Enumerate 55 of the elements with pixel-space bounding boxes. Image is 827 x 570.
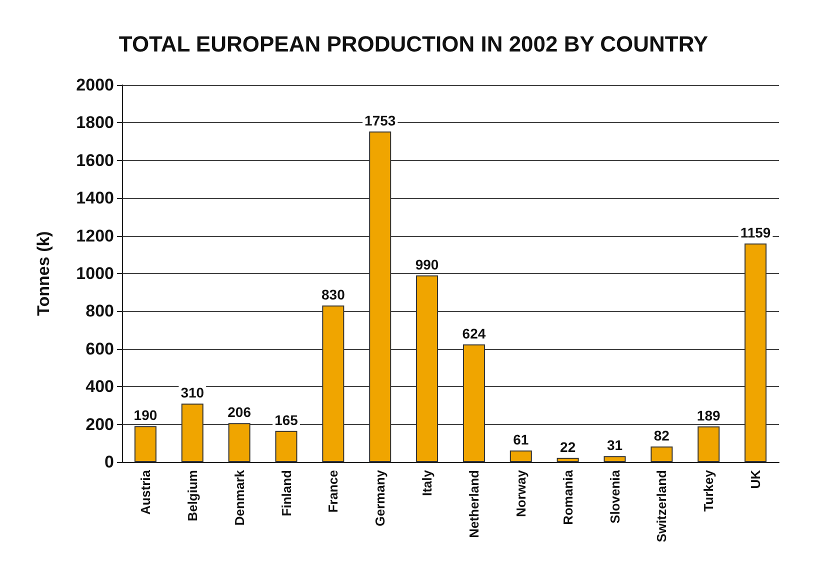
y-tick-label: 1800	[76, 113, 114, 132]
x-tick-label: UK	[748, 469, 764, 489]
data-label: 190	[134, 407, 158, 424]
y-tick-label: 400	[86, 377, 114, 396]
y-tick-label: 0	[104, 452, 114, 472]
bar	[228, 423, 250, 462]
bar	[510, 450, 532, 462]
bar	[322, 306, 344, 462]
x-tick-label: Slovenia	[607, 469, 622, 524]
data-label: 31	[606, 437, 623, 454]
bar	[181, 404, 204, 462]
x-tick-label: Netherland	[466, 470, 482, 538]
y-tick-label: 600	[86, 339, 114, 358]
x-tick-label: Italy	[420, 469, 435, 496]
bar	[275, 430, 298, 462]
bar	[462, 344, 485, 462]
y-axis-title: Tonnes (k)	[34, 231, 53, 316]
x-tick-label: Austria	[138, 469, 153, 515]
data-label: 206	[228, 404, 252, 420]
data-label: 1753	[364, 112, 396, 129]
x-tick-label: France	[326, 470, 341, 513]
data-label: 310	[180, 384, 204, 401]
bar	[604, 456, 626, 462]
bar	[744, 244, 767, 462]
y-tick-label: 1000	[76, 264, 114, 283]
y-tick-label: 1400	[76, 188, 114, 208]
data-label: 165	[274, 412, 298, 428]
chart-title: TOTAL EUROPEAN PRODUCTION IN 2002 BY COUNTRY	[118, 32, 708, 56]
x-tick-label: Denmark	[232, 469, 247, 526]
data-label: 189	[696, 407, 720, 424]
y-tick-label: 200	[86, 414, 114, 434]
data-label: 82	[654, 428, 670, 444]
x-tick-label: Turkey	[701, 469, 716, 512]
x-tick-label: Norway	[513, 469, 528, 517]
data-label: 22	[560, 438, 576, 455]
bar	[698, 426, 720, 462]
data-label: 830	[322, 286, 346, 303]
y-tick-label: 1600	[76, 150, 114, 170]
x-tick-label: Belgium	[184, 470, 200, 522]
x-tick-label: Germany	[372, 469, 388, 526]
data-label: 1159	[740, 224, 771, 241]
y-tick-label: 800	[86, 302, 114, 321]
data-label: 61	[513, 432, 529, 448]
data-label: 990	[415, 256, 439, 272]
y-tick-label: 1200	[76, 226, 114, 246]
bar	[556, 458, 579, 462]
bar	[134, 426, 156, 462]
data-label: 624	[462, 325, 486, 342]
bar	[416, 275, 438, 462]
bar	[650, 446, 673, 462]
x-tick-label: Switzerland	[654, 470, 670, 542]
y-tick-label: 2000	[76, 76, 114, 94]
bar	[369, 132, 392, 462]
x-tick-label: Finland	[278, 470, 294, 516]
x-tick-label: Romania	[560, 469, 576, 525]
